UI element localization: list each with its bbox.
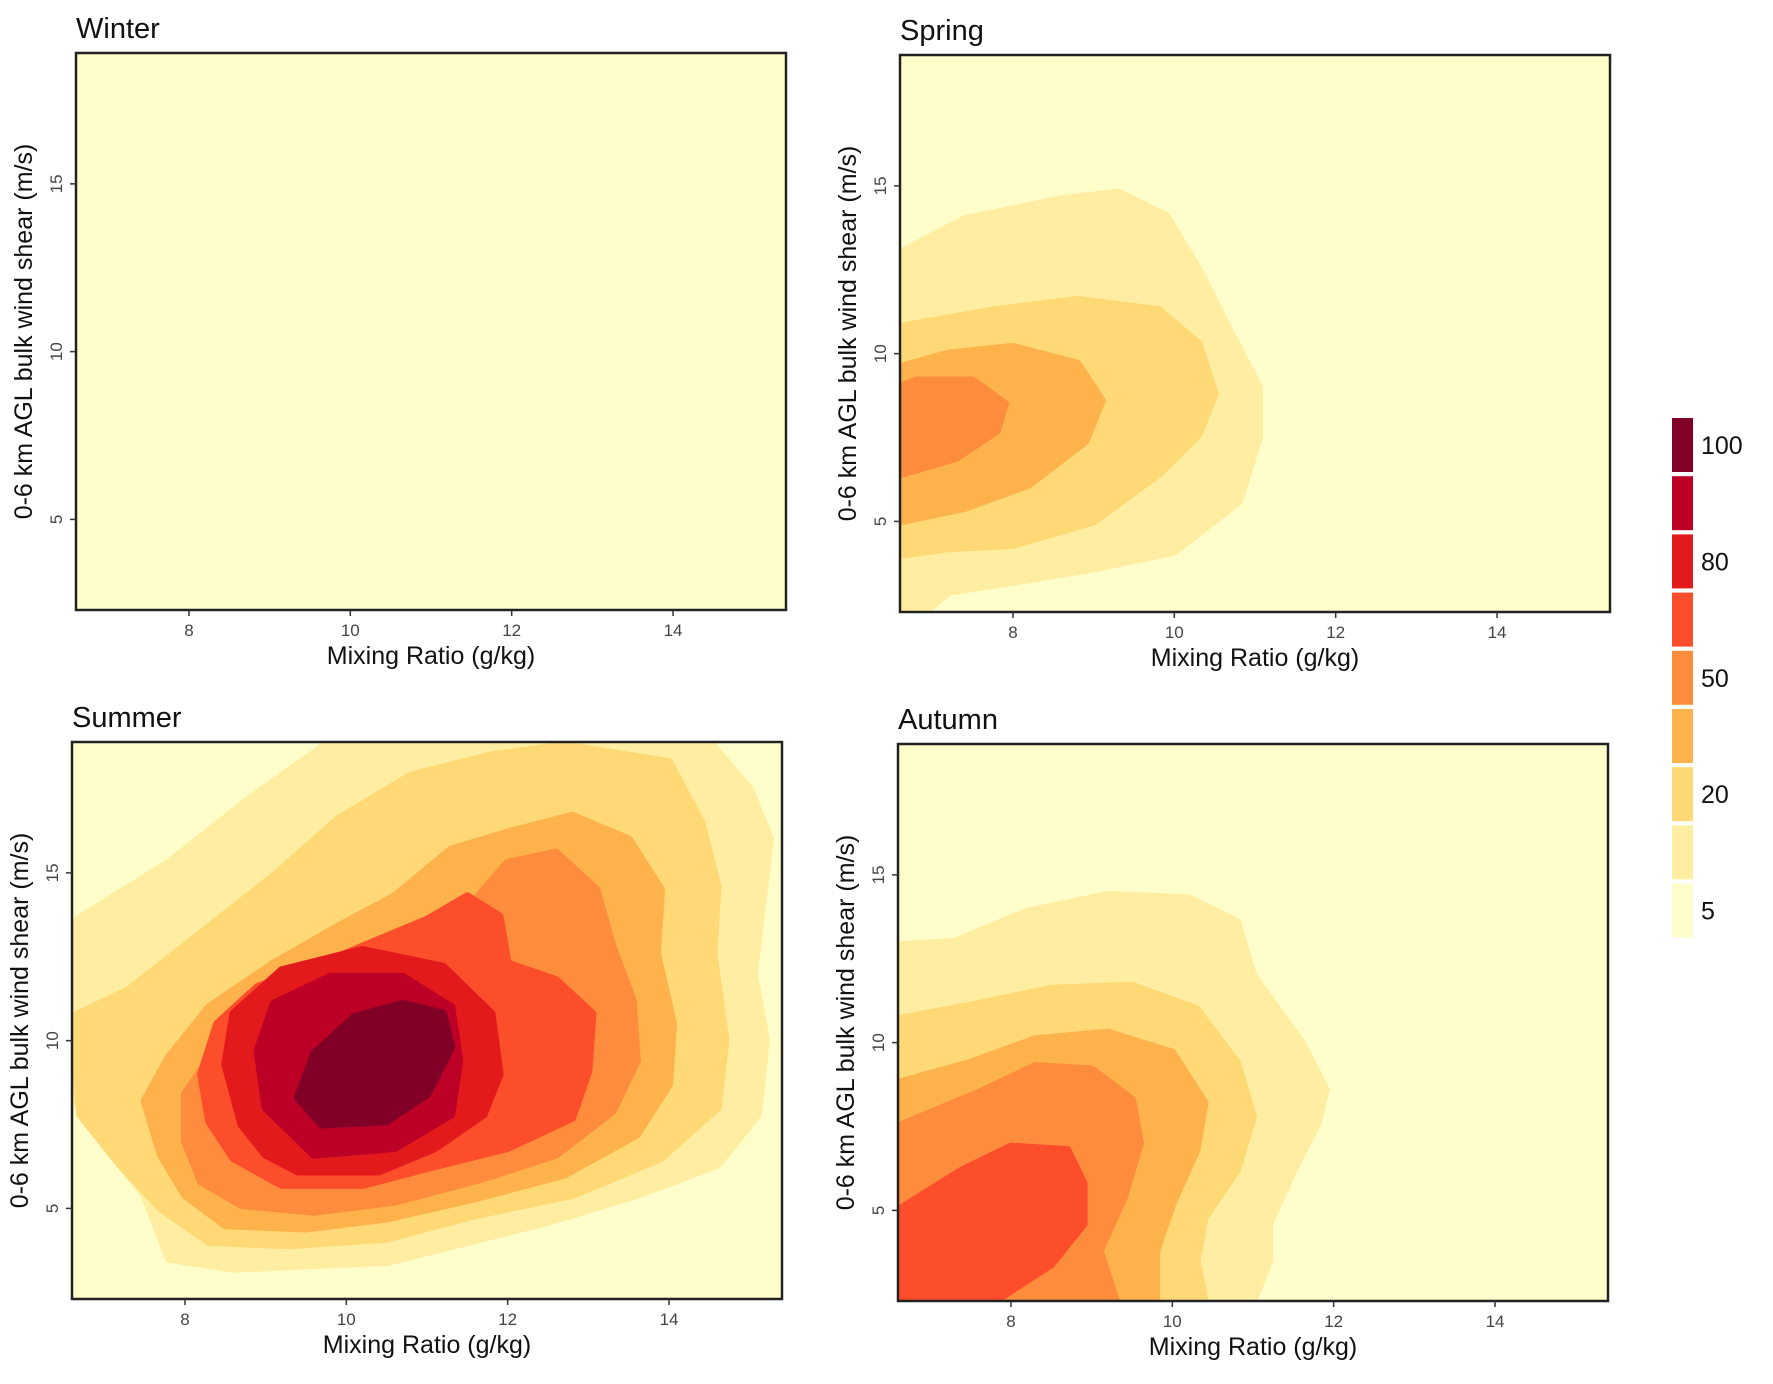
panel-frame-autumn xyxy=(896,742,1610,1303)
x-tick-label-summer: 14 xyxy=(660,1310,679,1329)
colorbar-swatch xyxy=(1672,825,1693,880)
x-tick-label-winter: 10 xyxy=(341,621,360,640)
y-axis-label-autumn: 0-6 km AGL bulk wind shear (m/s) xyxy=(832,835,860,1211)
y-tick-label-summer: 10 xyxy=(43,1031,62,1050)
y-tick-label-winter: 15 xyxy=(47,174,66,193)
colorbar: 5 20 50 80 100 xyxy=(1672,418,1743,938)
density-contour-spring xyxy=(900,376,1009,479)
colorbar-label: 100 xyxy=(1701,432,1743,460)
colorbar-swatch xyxy=(1672,534,1693,589)
y-tick-label-summer: 15 xyxy=(43,863,62,882)
x-axis-label-spring: Mixing Ratio (g/kg) xyxy=(1151,644,1359,672)
density-contour-summer xyxy=(293,999,456,1129)
contours-spring xyxy=(900,188,1263,612)
x-tick-label-spring: 8 xyxy=(1008,623,1017,642)
x-axis-label-autumn: Mixing Ratio (g/kg) xyxy=(1149,1333,1357,1361)
x-tick-label-winter: 8 xyxy=(184,621,193,640)
colorbar-swatch xyxy=(1672,476,1693,531)
colorbar-swatch xyxy=(1672,418,1693,472)
colorbar-swatch xyxy=(1672,767,1693,822)
y-tick-label-autumn: 10 xyxy=(869,1033,888,1052)
colorbar-swatch xyxy=(1672,709,1693,763)
panel-title-spring: Spring xyxy=(900,15,984,47)
panel-frame-spring xyxy=(898,53,1612,614)
x-tick-label-autumn: 14 xyxy=(1486,1312,1505,1331)
y-axis-label-spring: 0-6 km AGL bulk wind shear (m/s) xyxy=(834,146,862,522)
x-tick-label-spring: 12 xyxy=(1326,623,1345,642)
colorbar-swatch xyxy=(1672,650,1693,705)
colorbar-label: 20 xyxy=(1701,781,1729,809)
x-axis-label-summer: Mixing Ratio (g/kg) xyxy=(323,1331,531,1359)
y-tick-label-autumn: 15 xyxy=(869,865,888,884)
colorbar-label: 80 xyxy=(1701,548,1729,576)
x-tick-label-winter: 12 xyxy=(502,621,521,640)
x-axis-label-winter: Mixing Ratio (g/kg) xyxy=(327,642,535,670)
x-tick-label-autumn: 8 xyxy=(1006,1312,1015,1331)
panel-summer: 8 10 12 14 5 10 15 Summer Mixing Ratio (g/kg) 0-6… xyxy=(6,702,784,1359)
colorbar-swatch xyxy=(1672,592,1693,647)
x-tick-label-autumn: 10 xyxy=(1163,1312,1182,1331)
panel-title-summer: Summer xyxy=(72,702,182,734)
x-tick-label-summer: 12 xyxy=(498,1310,517,1329)
panel-title-autumn: Autumn xyxy=(898,704,998,736)
contours-summer xyxy=(72,742,774,1273)
colorbar-label: 50 xyxy=(1701,665,1729,693)
y-axis-label-summer: 0-6 km AGL bulk wind shear (m/s) xyxy=(6,833,34,1209)
panel-frame-summer xyxy=(70,740,784,1301)
y-tick-label-winter: 5 xyxy=(47,515,66,524)
x-tick-label-autumn: 12 xyxy=(1324,1312,1343,1331)
y-tick-label-spring: 5 xyxy=(871,517,890,526)
colorbar-swatch xyxy=(1672,883,1693,938)
panel-winter: 8 10 12 14 5 10 15 Winter Mixing Ratio (g/kg) 0-6… xyxy=(10,13,788,670)
x-tick-label-spring: 14 xyxy=(1488,623,1507,642)
panel-frame-winter xyxy=(74,51,788,612)
y-axis-label-winter: 0-6 km AGL bulk wind shear (m/s) xyxy=(10,144,38,520)
x-tick-label-winter: 14 xyxy=(664,621,683,640)
y-tick-label-winter: 10 xyxy=(47,342,66,361)
x-tick-label-summer: 8 xyxy=(180,1310,189,1329)
panel-autumn: 8 10 12 14 5 10 15 Autumn Mixing Ratio (g/kg) 0-6… xyxy=(832,704,1610,1361)
x-tick-label-spring: 10 xyxy=(1165,623,1184,642)
panel-title-winter: Winter xyxy=(76,13,160,45)
y-tick-label-autumn: 5 xyxy=(869,1206,888,1215)
panel-spring: 8 10 12 14 5 10 15 Spring Mixing Ratio (g/kg) 0-6… xyxy=(834,15,1612,672)
plot-background-winter xyxy=(76,53,786,610)
y-tick-label-summer: 5 xyxy=(43,1204,62,1213)
y-tick-label-spring: 10 xyxy=(871,344,890,363)
contours-autumn xyxy=(898,891,1330,1301)
y-tick-label-spring: 15 xyxy=(871,176,890,195)
density-contour-autumn xyxy=(898,1142,1088,1301)
x-tick-label-summer: 10 xyxy=(337,1310,356,1329)
colorbar-label: 5 xyxy=(1701,898,1715,926)
